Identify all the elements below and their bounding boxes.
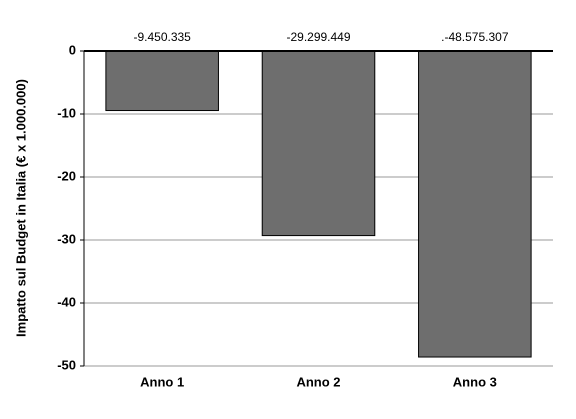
bar [105, 50, 219, 112]
value-label: .-48.575.307 [441, 30, 509, 44]
y-tick-label: -30 [57, 231, 76, 246]
value-label: -29.299.449 [286, 30, 350, 44]
x-tick-label: Anno 3 [453, 374, 497, 389]
value-label: -9.450.335 [133, 30, 191, 44]
bar [418, 50, 532, 358]
y-tick-label: -10 [57, 105, 76, 120]
y-tick-label: -40 [57, 294, 76, 309]
y-tick-label: -50 [57, 357, 76, 372]
x-tick-label: Anno 1 [140, 374, 184, 389]
y-tick-label: 0 [69, 42, 76, 57]
x-tick-label: Anno 2 [296, 374, 340, 389]
y-tick-label: -20 [57, 168, 76, 183]
bar [261, 50, 376, 237]
y-axis-label: Impatto sul Budget in Italia (€ x 1.000.… [13, 79, 28, 337]
